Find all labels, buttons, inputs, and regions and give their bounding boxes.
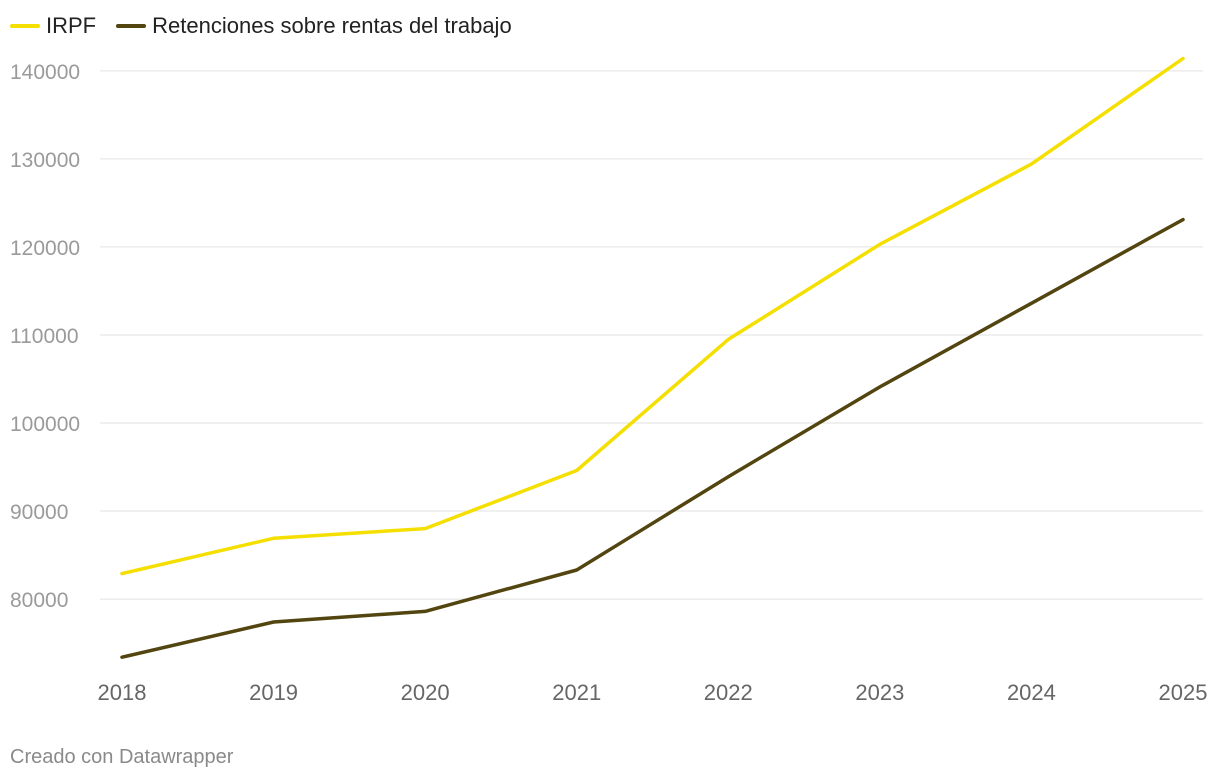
legend-label-irpf: IRPF [46, 13, 97, 38]
x-tick-label: 2020 [401, 680, 450, 705]
legend-label-retenciones: Retenciones sobre rentas del trabajo [152, 13, 512, 38]
legend-item-irpf: IRPF [10, 13, 96, 39]
y-tick-label: 90000 [10, 501, 68, 524]
y-tick-label: 80000 [10, 589, 68, 612]
x-tick-label: 2019 [249, 680, 298, 705]
y-tick-label: 100000 [10, 413, 80, 436]
x-tick-label: 2018 [98, 680, 147, 705]
legend-swatch-irpf [10, 24, 40, 28]
footer-credit: Creado con Datawrapper [10, 746, 234, 768]
y-tick-label: 130000 [10, 149, 80, 172]
series-lines [120, 56, 1185, 659]
legend: IRPF Retenciones sobre rentas del trabaj… [10, 13, 532, 39]
y-tick-label: 140000 [10, 61, 80, 84]
legend-item-retenciones: Retenciones sobre rentas del trabajo [116, 13, 512, 39]
y-tick-label: 110000 [10, 325, 79, 348]
x-tick-label: 2025 [1159, 680, 1208, 705]
x-tick-label: 2024 [1007, 680, 1056, 705]
x-axis-ticks: 2018 2019 2020 2021 2022 2023 2024 2025 [98, 680, 1208, 705]
legend-swatch-retenciones [116, 24, 147, 28]
grid-lines [100, 70, 1203, 600]
series-line-retenciones [120, 217, 1185, 659]
series-line-irpf [120, 56, 1185, 576]
x-tick-label: 2021 [552, 680, 601, 705]
x-tick-label: 2022 [704, 680, 753, 705]
y-axis-ticks: 80000 90000 100000 110000 120000 130000 140000 [10, 61, 80, 612]
x-tick-label: 2023 [855, 680, 904, 705]
y-tick-label: 120000 [10, 237, 80, 260]
